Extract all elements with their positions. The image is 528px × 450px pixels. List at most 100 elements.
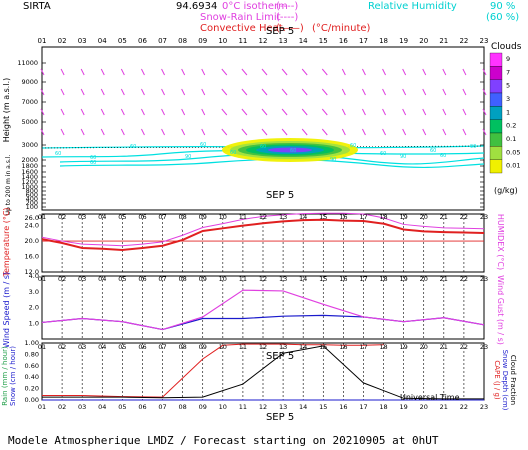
colorbar-unit: (g/kg)	[494, 186, 518, 195]
wind-barb	[321, 68, 328, 76]
hour-tick-precip-10: 10	[219, 403, 227, 411]
isoline-label: 60	[130, 144, 136, 150]
wind-barb	[402, 108, 407, 116]
hour-tick-precip-02: 02	[58, 403, 66, 411]
wind-barb	[402, 68, 407, 76]
wind-barb	[462, 108, 467, 116]
hour-tick-wind-19: 19	[399, 343, 407, 351]
hour-tick-clouds-09: 09	[199, 213, 207, 221]
wind-barb	[181, 128, 186, 136]
wind-barb	[120, 128, 125, 136]
hour-tick-precip-05: 05	[118, 403, 126, 411]
hour-tick-precip-11: 11	[239, 403, 247, 411]
colorbar-swatch	[489, 159, 503, 174]
hour-tick-temp-12: 12	[259, 275, 267, 283]
wind-barb	[382, 128, 386, 136]
universal-time-label: Universal Time	[400, 393, 460, 402]
precipitation-panel: 1.00 0.80 0.60 0.40 0.20 0.00	[25, 339, 485, 404]
wind-barb	[161, 128, 165, 136]
hour-tick-clouds-05: 05	[118, 213, 126, 221]
wind-barb	[201, 108, 206, 116]
hour-tick-wind-07: 07	[158, 343, 166, 351]
wind-barb	[281, 108, 288, 116]
wind-barb	[301, 68, 308, 76]
wind-barb	[60, 108, 65, 116]
wind-barb	[482, 108, 487, 116]
hour-tick-clouds-02: 02	[58, 213, 66, 221]
hour-tick-top-08: 08	[178, 37, 187, 45]
wind-barb	[80, 128, 85, 136]
hour-tick-temp-01: 01	[38, 275, 46, 283]
isoline-label: 60	[440, 153, 446, 159]
temp-ytick-16.0: 16.0	[25, 253, 39, 261]
colorbar-swatch	[489, 52, 503, 67]
colorbar-title: Clouds	[491, 42, 522, 52]
hour-tick-temp-08: 08	[178, 275, 186, 283]
hour-tick-wind-22: 22	[460, 343, 468, 351]
hour-tick-precip-12: 12	[259, 403, 267, 411]
wind-barb	[221, 128, 228, 136]
wind-barb	[241, 88, 248, 96]
hour-tick-precip-08: 08	[178, 403, 186, 411]
hour-tick-top-12: 12	[259, 37, 268, 45]
time-axes: 01 02 03 04 05 06 07 08 09 10 11 12 13 14 15 16 17 18 19 20…	[38, 26, 489, 423]
wind-barb	[482, 88, 487, 96]
colorbar-tick-7: 7	[506, 68, 510, 76]
hour-tick-top-22: 22	[459, 37, 468, 45]
cloud-ytick-11000: 11000	[17, 59, 38, 67]
colorbar-swatch	[489, 132, 503, 147]
wind-barb	[442, 108, 447, 116]
hour-tick-top-05: 05	[118, 37, 127, 45]
hour-tick-temp-06: 06	[138, 275, 146, 283]
hour-tick-precip-06: 06	[138, 403, 146, 411]
isoline-label: 60	[90, 155, 96, 161]
isotherm-legend-dash: (----)	[276, 1, 298, 12]
isoline-label: 90	[185, 154, 191, 160]
wind-barb	[60, 68, 65, 76]
temp-ytick-24.0: 24.0	[25, 222, 39, 230]
cloud-panel-frame	[41, 46, 485, 211]
hour-tick-wind-02: 02	[58, 343, 66, 351]
wind-barb	[201, 68, 206, 76]
wind-barb	[181, 108, 186, 116]
wind-barb	[201, 88, 206, 96]
hour-tick-temp-22: 22	[460, 275, 468, 283]
date-label-bottom: SEP 5	[266, 412, 294, 423]
wind-barb	[221, 108, 228, 116]
forecast-title: Modele Atmospherique LMDZ / Forecast sta…	[8, 434, 439, 447]
hour-tick-top-23: 23	[480, 37, 489, 45]
cloud-fraction-line	[42, 345, 484, 400]
hour-tick-wind-09: 09	[199, 343, 207, 351]
hour-tick-wind-21: 21	[440, 343, 448, 351]
hour-tick-clouds-19: 19	[399, 213, 407, 221]
wind-barb	[422, 128, 427, 136]
wind-barb	[40, 108, 45, 116]
colorbar-tick-0.1: 0.1	[506, 135, 516, 143]
cloud-ytick-200: 200	[26, 199, 38, 207]
wind-barb	[60, 88, 65, 96]
hour-tick-wind-20: 20	[420, 343, 428, 351]
wind-barb	[80, 88, 85, 96]
wind-barb	[261, 128, 268, 136]
wind-barb	[341, 108, 346, 116]
rain-ylabel: Rain (mm / hour)	[1, 346, 9, 406]
wind-barb	[301, 128, 308, 136]
wind-barb	[402, 88, 407, 96]
clouds-ylabel: Height (m a.s.l.)	[2, 78, 11, 143]
wind-barb	[362, 108, 366, 116]
wind-barb	[341, 88, 346, 96]
isotherm-legend-label: 0°C isotherm	[222, 1, 288, 12]
hour-tick-clouds-11: 11	[239, 213, 247, 221]
hour-tick-top-14: 14	[299, 37, 308, 45]
hour-tick-clouds-03: 03	[78, 213, 86, 221]
wind-barb	[100, 128, 105, 136]
isoline-label: 60	[200, 142, 206, 148]
hour-tick-precip-09: 09	[199, 403, 207, 411]
hour-tick-temp-14: 14	[299, 275, 307, 283]
cloud-ytick-400: 400	[26, 195, 38, 203]
hour-tick-temp-11: 11	[239, 275, 247, 283]
snow-ylabel: Snow (cm / hour)	[9, 346, 17, 406]
hour-tick-temp-09: 09	[199, 275, 207, 283]
colorbar-tick-3: 3	[506, 95, 510, 103]
colorbar-swatch	[489, 79, 503, 94]
